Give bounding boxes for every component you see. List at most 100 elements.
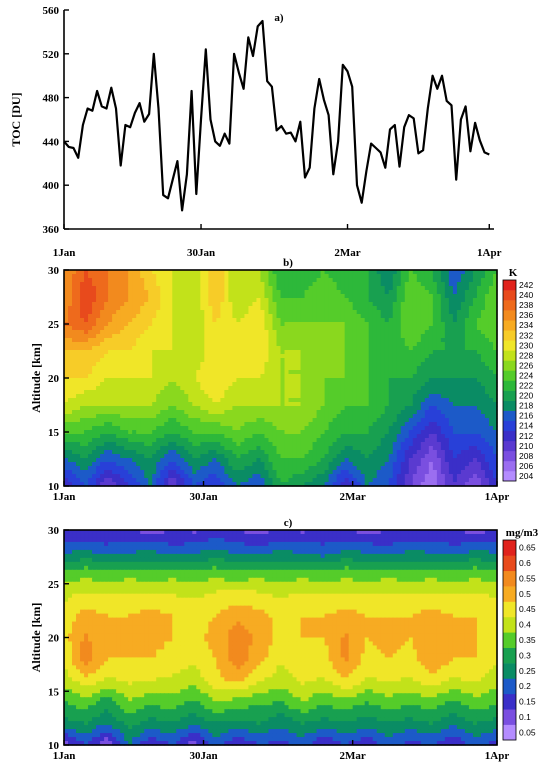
contour-cell	[356, 378, 362, 383]
contour-cell	[312, 398, 318, 403]
contour-cell	[392, 286, 398, 291]
contour-cell	[424, 306, 430, 311]
contour-cell	[376, 354, 382, 359]
contour-cell	[272, 278, 278, 283]
contour-cell	[396, 422, 402, 427]
contour-cell	[272, 318, 278, 323]
contour-cell	[176, 330, 181, 335]
contour-cell	[284, 326, 290, 331]
contour-cell	[280, 422, 286, 427]
contour-cell	[396, 378, 402, 383]
contour-cell	[160, 426, 165, 431]
contour-cell	[216, 362, 221, 367]
contour-cell	[80, 306, 85, 311]
contour-cell	[260, 326, 266, 331]
contour-cell	[400, 386, 406, 391]
contour-cell	[64, 338, 69, 343]
contour-cell	[420, 402, 426, 407]
contour-cell	[440, 446, 446, 451]
contour-cell	[484, 298, 490, 303]
contour-cell	[268, 434, 274, 439]
contour-cell	[136, 298, 141, 303]
contour-cell	[272, 286, 278, 291]
contour-cell	[408, 382, 414, 387]
contour-cell	[320, 398, 326, 403]
contour-cell	[248, 446, 254, 451]
contour-cell	[408, 298, 414, 303]
contour-cell	[420, 378, 426, 383]
contour-cell	[248, 318, 254, 323]
contour-cell	[240, 350, 246, 355]
contour-cell	[272, 370, 278, 375]
contour-cell	[72, 378, 77, 383]
contour-cell	[432, 370, 438, 375]
contour-cell	[100, 450, 105, 455]
contour-cell	[176, 358, 181, 363]
contour-cell	[440, 310, 446, 315]
contour-cell	[412, 438, 418, 443]
contour-cell	[72, 330, 77, 335]
contour-cell	[120, 334, 125, 339]
contour-cell	[92, 382, 97, 387]
contour-cell	[296, 318, 302, 323]
contour-cell	[364, 406, 370, 411]
contour-cell	[100, 374, 105, 379]
contour-cell	[204, 406, 209, 411]
contour-cell	[188, 270, 193, 275]
contour-cell	[120, 450, 125, 455]
contour-cell	[264, 278, 270, 283]
contour-cell	[188, 446, 193, 451]
contour-cell	[180, 354, 185, 359]
contour-cell	[408, 322, 414, 327]
contour-cell	[300, 438, 306, 443]
contour-cell	[176, 326, 181, 331]
contour-cell	[160, 294, 165, 299]
contour-cell	[200, 446, 205, 451]
contour-cell	[444, 314, 450, 319]
contour-cell	[316, 390, 322, 395]
contour-cell	[336, 410, 342, 415]
contour-cell	[448, 282, 454, 287]
contour-cell	[160, 278, 165, 283]
contour-cell	[156, 362, 161, 367]
contour-cell	[140, 414, 145, 419]
contour-cell	[68, 282, 73, 287]
contour-cell	[388, 334, 394, 339]
contour-cell	[420, 446, 426, 451]
contour-cell	[256, 338, 262, 343]
contour-cell	[312, 306, 318, 311]
contour-cell	[296, 286, 302, 291]
contour-cell	[488, 450, 494, 455]
contour-cell	[404, 398, 410, 403]
contour-cell	[100, 382, 105, 387]
contour-cell	[124, 398, 129, 403]
contour-cell	[352, 446, 358, 451]
contour-cell	[200, 390, 205, 395]
contour-cell	[288, 418, 294, 423]
contour-cell	[464, 406, 470, 411]
contour-cell	[480, 394, 486, 399]
contour-cell	[104, 422, 109, 427]
contour-cell	[148, 338, 153, 343]
contour-cell	[228, 414, 233, 419]
contour-cell	[228, 422, 233, 427]
contour-cell	[200, 338, 205, 343]
contour-cell	[396, 426, 402, 431]
contour-cell	[284, 438, 290, 443]
contour-cell	[380, 426, 386, 431]
contour-cell	[416, 282, 422, 287]
contour-cell	[432, 270, 438, 275]
contour-cell	[164, 354, 169, 359]
contour-cell	[260, 446, 266, 451]
contour-cell	[124, 298, 129, 303]
contour-cell	[316, 374, 322, 379]
contour-cell	[144, 410, 149, 415]
contour-cell	[316, 290, 322, 295]
contour-cell	[392, 418, 398, 423]
contour-cell	[140, 270, 145, 275]
contour-cell	[452, 434, 458, 439]
contour-cell	[392, 342, 398, 347]
contour-cell	[448, 374, 454, 379]
contour-cell	[204, 318, 209, 323]
contour-cell	[336, 450, 342, 455]
